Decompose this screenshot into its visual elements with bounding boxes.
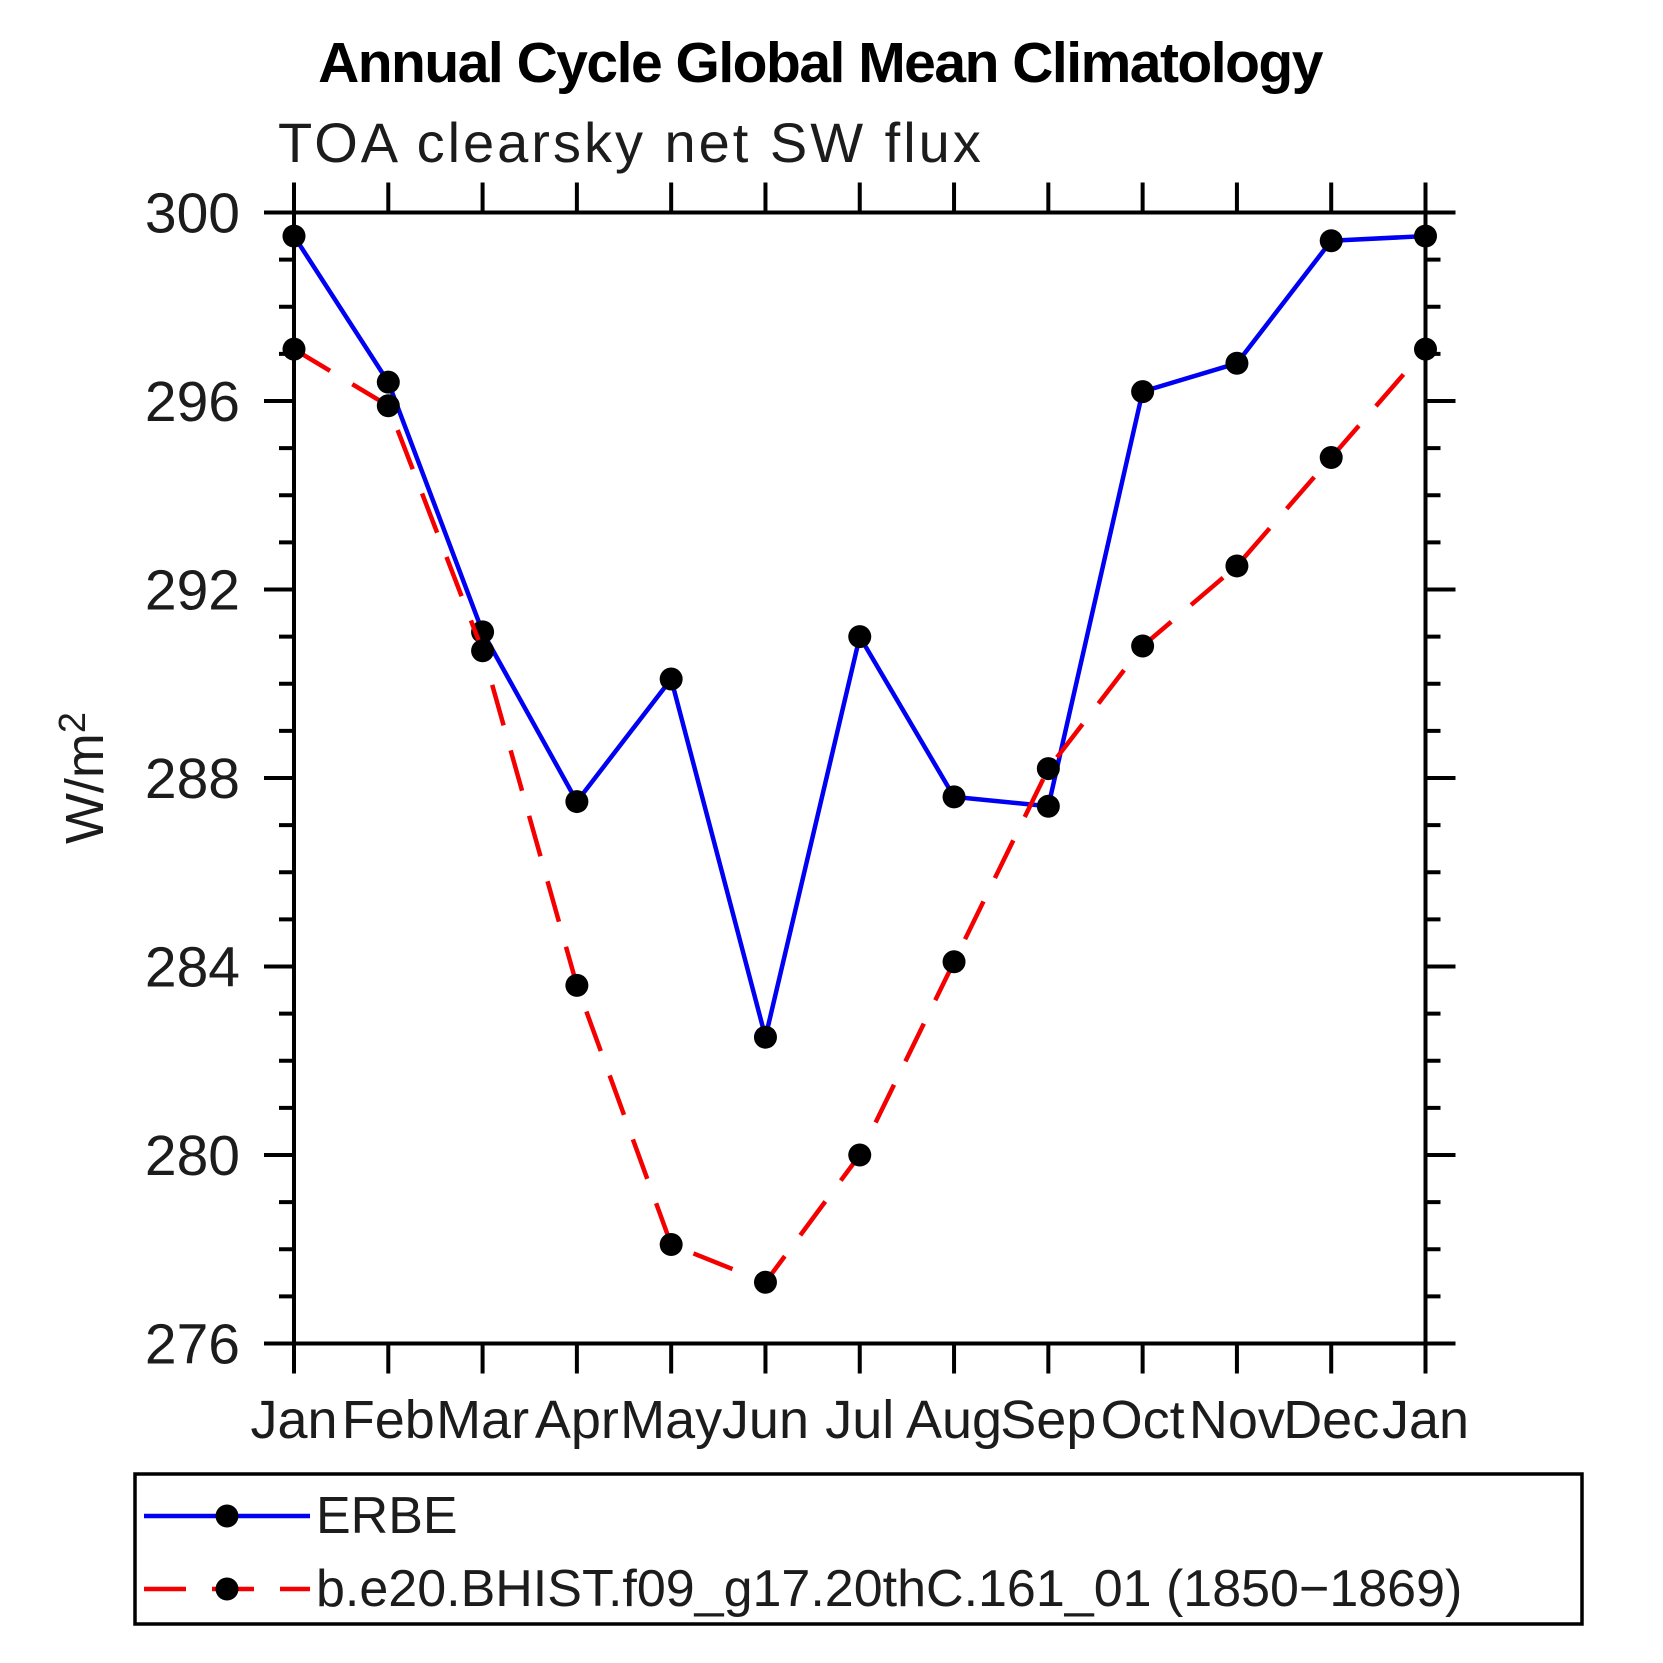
x-tick-label: May — [620, 1390, 722, 1450]
data-point-marker — [471, 639, 495, 663]
data-point-marker — [1319, 229, 1343, 253]
legend-label-model: b.e20.BHIST.f09_g17.20thC.161_01 (1850−1… — [316, 1560, 1462, 1618]
y-axis-label-base: W/m — [55, 733, 115, 844]
y-tick-label: 284 — [145, 936, 240, 1000]
x-tick-label: Jul — [825, 1390, 894, 1450]
x-tick-label: Nov — [1189, 1390, 1285, 1450]
y-tick-label: 288 — [145, 747, 240, 811]
x-tick-label: Jun — [722, 1390, 809, 1450]
x-tick-label: Feb — [342, 1390, 435, 1450]
data-point-marker — [1131, 634, 1155, 658]
x-tick-label: Jan — [250, 1390, 337, 1450]
data-point-marker — [282, 224, 306, 248]
data-point-marker — [659, 1233, 683, 1257]
data-point-marker — [659, 667, 683, 691]
x-tick-label: Aug — [906, 1390, 1002, 1450]
y-tick-label: 292 — [145, 559, 240, 623]
y-tick-label: 296 — [145, 370, 240, 434]
data-point-marker — [848, 625, 872, 649]
x-tick-label: Oct — [1101, 1390, 1185, 1450]
data-point-marker — [1414, 337, 1437, 361]
data-point-marker — [1036, 757, 1060, 781]
legend-entry-erbe: ERBE — [144, 1487, 458, 1545]
y-tick-label: 280 — [145, 1124, 240, 1188]
data-point-marker — [942, 950, 966, 974]
legend-marker-model — [215, 1577, 239, 1601]
legend: ERBE b.e20.BHIST.f09_g17.20thC.161_01 (1… — [133, 1472, 1584, 1626]
legend-box — [133, 1472, 1584, 1626]
data-point-marker — [565, 790, 589, 814]
y-axis-label: W/m2 — [52, 712, 115, 844]
data-point-marker — [376, 370, 400, 394]
series-line-1 — [292, 347, 1428, 1285]
y-axis-label-exponent: 2 — [52, 712, 94, 733]
x-tick-label: Jan — [1382, 1390, 1469, 1450]
y-tick-label: 276 — [145, 1313, 240, 1377]
data-point-marker — [1225, 351, 1249, 375]
x-tick-label: Mar — [436, 1390, 529, 1450]
data-point-marker — [565, 973, 589, 997]
chart-subtitle: TOA clearsky net SW flux — [278, 111, 984, 174]
data-point-marker — [1414, 224, 1437, 248]
data-point-marker — [1319, 446, 1343, 470]
chart-title: Annual Cycle Global Mean Climatology — [318, 31, 1324, 95]
data-point-marker — [1131, 380, 1155, 404]
x-tick-label: Apr — [535, 1390, 619, 1450]
data-point-marker — [753, 1270, 777, 1294]
data-point-marker — [1036, 794, 1060, 818]
data-point-marker — [753, 1025, 777, 1049]
data-point-marker — [1225, 554, 1249, 578]
legend-entry-model: b.e20.BHIST.f09_g17.20thC.161_01 (1850−1… — [144, 1560, 1462, 1618]
plot-frame — [292, 210, 1428, 1346]
data-point-marker — [848, 1143, 872, 1167]
data-point-marker — [942, 785, 966, 809]
data-point-marker — [376, 394, 400, 418]
legend-label-erbe: ERBE — [316, 1487, 458, 1545]
legend-marker-erbe — [215, 1504, 239, 1528]
series-layer — [282, 224, 1437, 1294]
data-point-marker — [282, 337, 306, 361]
x-tick-label: Sep — [1000, 1390, 1096, 1450]
x-tick-label: Dec — [1283, 1390, 1379, 1450]
y-tick-label: 300 — [145, 182, 240, 246]
